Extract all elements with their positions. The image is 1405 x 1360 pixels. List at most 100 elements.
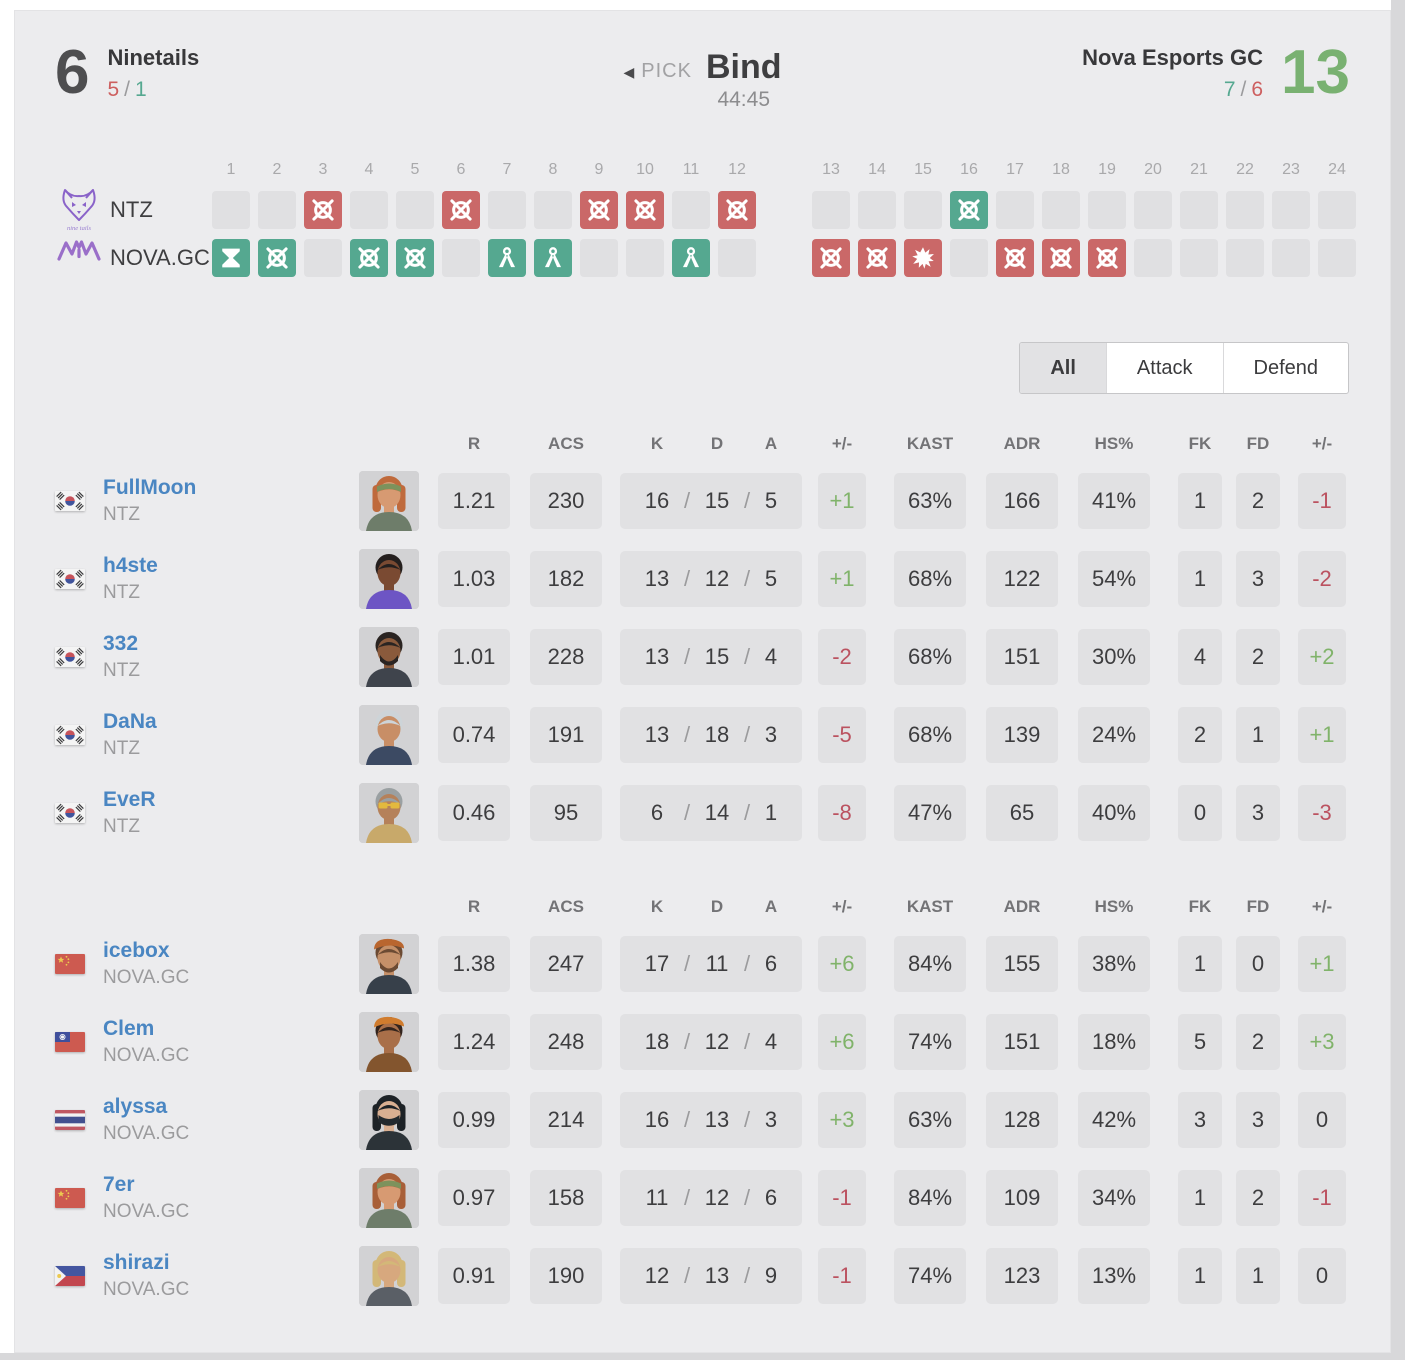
stat-rating: 1.21 [438,473,510,529]
flag-china [55,954,85,974]
agent-portrait-art [359,934,419,994]
map-center-block: ◀ PICK Bind 44:45 [623,49,781,112]
header-rating: R [467,897,481,916]
country-flag-icon [55,569,85,589]
left-team-name[interactable]: Ninetails [107,45,200,70]
stat-acs: 191 [530,707,602,763]
tab-attack[interactable]: Attack [1105,343,1223,393]
kda-separator: / [743,722,751,747]
round-20-result [1134,239,1172,277]
player-name-link[interactable]: FullMoon [103,476,197,499]
header-fkfd-diff: +/- [1311,434,1333,453]
stat-kda: 13 / 18 / 3 [620,707,802,763]
round-1-result [212,191,250,229]
agent-portrait [359,1090,419,1150]
kda-separator: / [743,1263,751,1288]
round-17-result [996,239,1034,277]
stat-fd: 2 [1236,629,1280,685]
round-9-result [580,191,618,229]
stat-adr: 139 [986,707,1058,763]
round-number: 8 [548,161,558,178]
elimination-icon [1050,247,1072,269]
stat-kd-diff: -5 [818,707,866,763]
team-b-stats-table: R ACS K D A +/- KAST ADR HS% FK FD +/- ice… [15,889,1392,1315]
header-kd-diff: +/- [831,897,853,916]
player-name-link[interactable]: 332 [103,632,139,655]
header-kills: K [650,897,664,916]
stat-kast: 63% [894,473,966,529]
header-fd: FD [1246,897,1270,916]
flag-philippines [55,1266,85,1286]
agent-portrait [359,471,419,531]
elimination-icon [404,247,426,269]
player-info: Clem NOVA.GC [55,1017,359,1067]
stat-kills: 18 [644,1029,670,1054]
header-kast: KAST [906,897,954,916]
stat-assists: 5 [764,566,778,591]
country-flag-icon [55,491,85,511]
round-12-result [718,191,756,229]
stat-kills: 13 [644,566,670,591]
country-flag-icon [55,725,85,745]
elimination-icon [866,247,888,269]
stat-kda: 6 / 14 / 1 [620,785,802,841]
player-info: EveR NTZ [55,788,359,838]
agent-portrait-art [359,1168,419,1228]
stat-deaths: 13 [704,1107,730,1132]
stat-kills: 16 [644,1107,670,1132]
side-filter-tabs: All Attack Defend [1019,342,1349,394]
stat-kills: 11 [645,1185,669,1210]
player-name-link[interactable]: 7er [103,1173,135,1196]
stat-fk: 1 [1178,936,1222,992]
player-team-label: NOVA.GC [103,1045,190,1066]
player-name-link[interactable]: Clem [103,1017,155,1040]
kda-separator: / [683,1107,691,1132]
player-name-link[interactable]: EveR [103,788,156,811]
agent-portrait [359,1168,419,1228]
round-15-result [904,191,942,229]
header-kd-diff: +/- [831,434,853,453]
round-24-result [1318,239,1356,277]
player-name-link[interactable]: icebox [103,939,170,962]
player-team-label: NOVA.GC [103,967,190,988]
agent-portrait [359,1012,419,1072]
stat-kills: 17 [644,951,670,976]
stat-fkfd-diff: +1 [1298,707,1346,763]
stat-kda: 16 / 13 / 3 [620,1092,802,1148]
stat-fd: 3 [1236,551,1280,607]
team-a-stats-table: R ACS K D A +/- KAST ADR HS% FK FD +/- Ful… [15,426,1392,852]
left-attack-rounds: 5 [107,78,120,101]
agent-portrait-art [359,627,419,687]
stat-fk: 1 [1178,551,1222,607]
defuse-icon [682,247,700,268]
player-name-link[interactable]: h4ste [103,554,158,577]
stat-fkfd-diff: -2 [1298,551,1346,607]
round-number: 24 [1328,161,1346,178]
player-info: shirazi NOVA.GC [55,1251,359,1301]
tab-all[interactable]: All [1020,343,1106,393]
right-team-block: Nova Esports GC 7/6 13 [1064,42,1350,104]
right-team-name[interactable]: Nova Esports GC [1082,45,1264,70]
kda-separator: / [743,488,751,513]
stat-kda: 13 / 15 / 4 [620,629,802,685]
round-number: 9 [594,161,604,178]
round-14-result [858,191,896,229]
player-name-link[interactable]: shirazi [103,1251,170,1274]
round-1-result [212,239,250,277]
stats-header-row: R ACS K D A +/- KAST ADR HS% FK FD +/- [15,426,1392,462]
player-name-link[interactable]: alyssa [103,1095,168,1118]
stat-assists: 6 [764,1185,778,1210]
stat-kills: 12 [644,1263,670,1288]
stat-kd-diff: +6 [818,1014,866,1070]
stat-kda: 11 / 12 / 6 [620,1170,802,1226]
player-name-link[interactable]: DaNa [103,710,157,733]
stat-assists: 1 [764,800,778,825]
half-score-separator: / [124,78,131,101]
elimination-icon [634,199,656,221]
nova-team-logo [57,240,101,261]
header-fk: FK [1188,897,1212,916]
round-21-result [1180,239,1218,277]
tab-defend[interactable]: Defend [1222,343,1349,393]
round-number: 18 [1052,161,1070,178]
player-row: EveR NTZ 0.46 95 6/14/1 -8 47% 65 40% 0 … [15,774,1392,852]
